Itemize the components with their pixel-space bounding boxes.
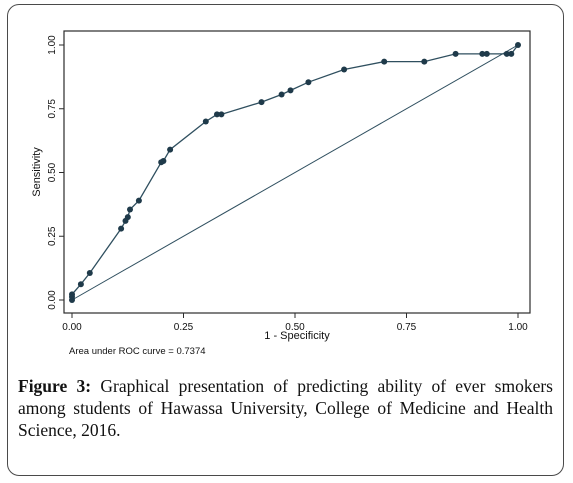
figure-caption: Figure 3: Graphical presentation of pred… xyxy=(18,375,553,441)
roc-point xyxy=(160,158,167,164)
figure-frame xyxy=(7,4,564,476)
x-tick-label: 0.25 xyxy=(174,322,194,333)
roc-point xyxy=(202,118,209,125)
series-layer xyxy=(69,42,521,303)
y-tick-label: 0.25 xyxy=(47,226,58,246)
x-axis-title: 1 - Specificity xyxy=(264,330,330,342)
roc-point xyxy=(287,87,294,94)
axes-layer: 0.00 0.25 0.50 0.75 1.00 0.00 0.25 0.50 0.75 1.00 xyxy=(47,35,528,333)
roc-point xyxy=(167,146,174,153)
roc-point xyxy=(503,50,510,57)
caption-label: Figure 3: xyxy=(18,376,92,396)
y-tick-label: 0.00 xyxy=(47,290,58,310)
roc-point xyxy=(305,79,312,86)
roc-point xyxy=(69,291,75,298)
roc-point xyxy=(483,50,490,57)
roc-point xyxy=(135,197,142,204)
y-tick-label: 0.50 xyxy=(47,162,58,182)
roc-chart: 0.00 0.25 0.50 0.75 1.00 0.00 0.25 0.50 0.75 1.00… xyxy=(31,30,531,357)
roc-point xyxy=(258,99,265,106)
roc-point xyxy=(515,42,521,48)
roc-point xyxy=(452,50,459,57)
roc-point xyxy=(77,281,84,288)
x-tick-label: 0.75 xyxy=(397,322,417,333)
x-tick-label: 0.50 xyxy=(285,322,305,333)
roc-point xyxy=(127,206,133,213)
roc-point xyxy=(421,58,428,65)
reference-line xyxy=(71,44,519,301)
roc-point xyxy=(278,91,285,98)
caption-text: Graphical presentation of predicting abi… xyxy=(18,376,553,440)
roc-point xyxy=(218,111,225,118)
plot-area xyxy=(63,30,531,314)
y-axis-title: Sensitivity xyxy=(31,147,43,197)
roc-point xyxy=(214,111,220,118)
roc-point xyxy=(118,225,125,232)
x-tick-label: 1.00 xyxy=(508,322,528,333)
roc-point xyxy=(381,58,388,65)
x-tick-label: 0.00 xyxy=(62,322,82,333)
roc-point xyxy=(86,270,93,276)
roc-point xyxy=(124,214,131,221)
y-tick-label: 1.00 xyxy=(47,35,58,55)
roc-point xyxy=(508,50,515,57)
roc-point xyxy=(341,66,348,73)
auc-annotation: Area under ROC curve = 0.7374 xyxy=(69,346,206,357)
roc-point xyxy=(479,50,486,57)
y-tick-label: 0.75 xyxy=(47,99,58,119)
